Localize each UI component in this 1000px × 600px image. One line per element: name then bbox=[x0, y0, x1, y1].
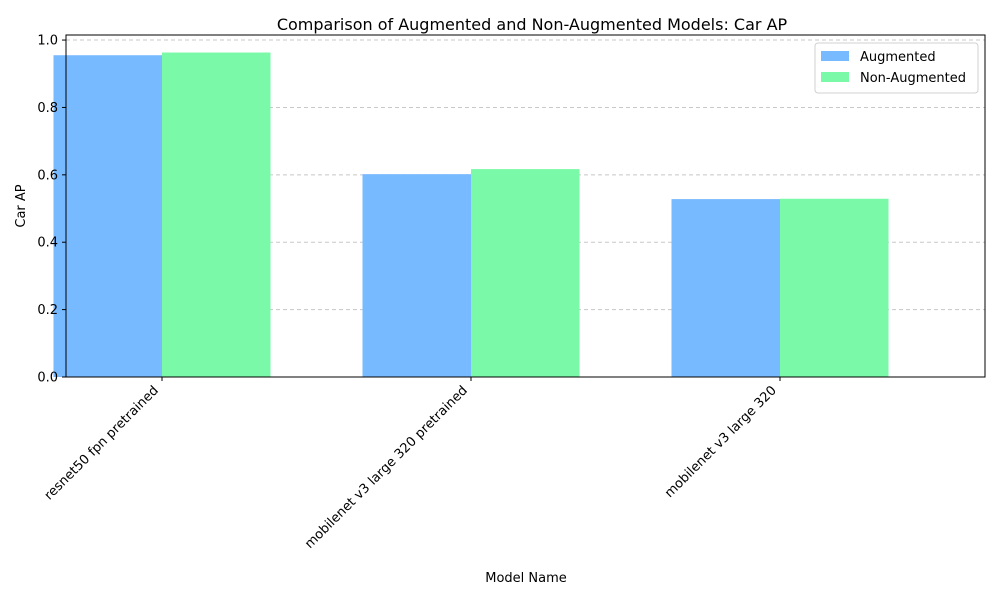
x-axis-title: Model Name bbox=[485, 571, 567, 586]
legend-swatch bbox=[821, 72, 849, 82]
bar-non-augmented-1 bbox=[471, 169, 580, 377]
y-tick-label: 1.0 bbox=[37, 34, 58, 49]
y-axis: 0.0 0.2 0.4 0.6 0.8 1.0 bbox=[37, 34, 66, 386]
legend-box bbox=[814, 42, 979, 94]
y-tick-label: 0.8 bbox=[37, 101, 58, 116]
bar-non-augmented-0 bbox=[162, 52, 271, 378]
chart-title: Comparison of Augmented and Non-Augmente… bbox=[277, 15, 788, 34]
legend: Augmented Non-Augmented bbox=[814, 42, 979, 94]
bar-augmented-0 bbox=[53, 55, 162, 378]
plot-frame bbox=[65, 34, 986, 378]
bar-non-augmented-2 bbox=[780, 198, 889, 377]
y-tick-label: 0.2 bbox=[37, 303, 58, 318]
legend-label: Non-Augmented bbox=[860, 71, 966, 86]
legend-swatch bbox=[821, 51, 849, 61]
legend-label: Augmented bbox=[860, 50, 936, 65]
y-axis-title: Car AP bbox=[14, 184, 29, 227]
bars bbox=[53, 52, 889, 378]
bar-augmented-1 bbox=[362, 174, 471, 377]
y-tick-label: 0.0 bbox=[37, 371, 58, 386]
y-tick-label: 0.4 bbox=[37, 236, 58, 251]
bar-augmented-2 bbox=[671, 199, 780, 377]
y-tick-label: 0.6 bbox=[37, 168, 58, 183]
